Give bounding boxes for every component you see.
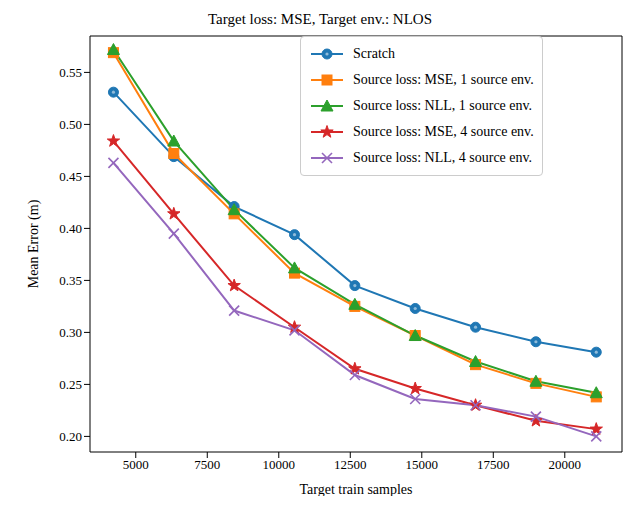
html-text:Source loss: MSE, 1 source env: Source loss: MSE, 1 source env. xyxy=(353,72,534,87)
svg-text:15000: 15000 xyxy=(406,457,439,472)
html-text:Source loss: NLL, 1 source env: Source loss: NLL, 1 source env. xyxy=(353,98,533,113)
svg-text:20000: 20000 xyxy=(549,457,582,472)
svg-text:Mean Error (m): Mean Error (m) xyxy=(26,199,42,288)
svg-text:5000: 5000 xyxy=(123,457,149,472)
svg-text:0.45: 0.45 xyxy=(59,169,82,184)
svg-text:17500: 17500 xyxy=(477,457,510,472)
svg-text:0.30: 0.30 xyxy=(59,325,82,340)
svg-text:0.50: 0.50 xyxy=(59,117,82,132)
html-text:Source loss: NLL, 4 source env: Source loss: NLL, 4 source env. xyxy=(353,150,533,165)
svg-text:0.35: 0.35 xyxy=(59,273,82,288)
svg-text:0.25: 0.25 xyxy=(59,377,82,392)
svg-text:10000: 10000 xyxy=(263,457,296,472)
svg-text:0.55: 0.55 xyxy=(59,65,82,80)
html-text:Scratch: Scratch xyxy=(353,46,395,61)
svg-text:0.20: 0.20 xyxy=(59,429,82,444)
html-text:Target loss: MSE, Target env.:: Target loss: MSE, Target env.: NLOS xyxy=(208,11,432,27)
svg-text:Target train samples: Target train samples xyxy=(299,482,412,496)
svg-text:7500: 7500 xyxy=(194,457,220,472)
html-text:Source loss: MSE, 4 source env: Source loss: MSE, 4 source env. xyxy=(353,124,534,139)
svg-text:0.40: 0.40 xyxy=(59,221,82,236)
svg-text:12500: 12500 xyxy=(334,457,367,472)
